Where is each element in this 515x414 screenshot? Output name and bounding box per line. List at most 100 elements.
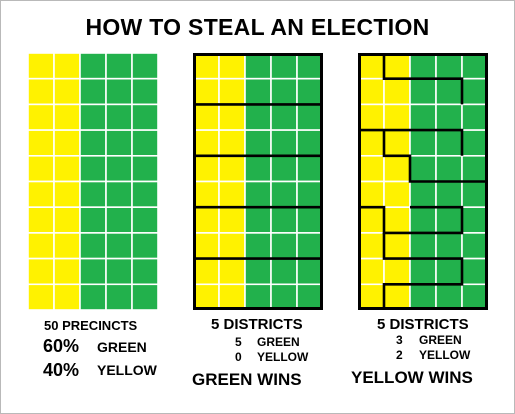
yellow-precinct: [383, 129, 411, 157]
yellow-precinct: [218, 206, 246, 234]
green-precinct: [131, 283, 158, 310]
compact-districts-map: [193, 53, 323, 310]
green-precinct: [244, 257, 272, 286]
green-precinct: [296, 129, 323, 157]
green-precinct: [270, 77, 298, 106]
green-percent-value: 60%: [43, 336, 80, 356]
yellow-precinct: [28, 283, 55, 310]
green-precinct: [461, 53, 488, 80]
yellow-precinct: [383, 103, 411, 131]
green-precinct: [461, 283, 488, 310]
yellow-precinct: [28, 129, 55, 157]
green-precinct: [244, 155, 272, 183]
green-precinct: [105, 283, 133, 310]
green-precinct: [131, 53, 158, 80]
green-precinct: [244, 129, 272, 157]
yellow-precinct: [218, 103, 246, 131]
yellow-precinct: [193, 232, 220, 260]
green-precinct: [409, 129, 437, 157]
yellow-precinct: [218, 129, 246, 157]
district-boundary: [382, 232, 464, 310]
green-precinct: [244, 283, 272, 310]
green-precinct: [244, 206, 272, 234]
yellow-precinct: [53, 206, 81, 234]
yellow-district-count: 2: [396, 348, 403, 362]
yellow-precinct: [358, 155, 385, 183]
yellow-precinct: [193, 155, 220, 183]
precincts-count-label: 50 PRECINCTS: [44, 318, 138, 333]
green-precinct: [435, 129, 463, 157]
district-boundary: [382, 130, 488, 183]
green-precinct: [461, 129, 488, 157]
green-precinct: [435, 283, 463, 310]
green-precinct: [105, 103, 133, 131]
green-precinct: [409, 103, 437, 131]
yellow-precinct: [358, 103, 385, 131]
yellow-precinct: [53, 257, 81, 286]
yellow-precinct: [358, 257, 385, 286]
yellow-precinct: [383, 155, 411, 183]
districts-count-label: 5 DISTRICTS: [211, 316, 303, 333]
green-precinct: [435, 77, 463, 106]
green-precinct: [409, 257, 437, 286]
green-precinct: [435, 155, 463, 183]
green-precinct: [296, 257, 323, 286]
green-precinct: [79, 103, 107, 131]
green-precinct: [131, 232, 158, 260]
green-precinct: [435, 257, 463, 286]
green-precinct: [270, 103, 298, 131]
gerrymandered-districts-map: [358, 53, 488, 310]
green-precinct: [79, 129, 107, 157]
yellow-precinct: [193, 53, 220, 80]
yellow-precinct: [193, 129, 220, 157]
green-precinct: [270, 283, 298, 310]
green-precinct: [435, 103, 463, 131]
green-precinct: [270, 232, 298, 260]
diagram-title: HOW TO STEAL AN ELECTION: [85, 14, 430, 40]
green-precinct: [296, 53, 323, 80]
yellow-precinct: [218, 232, 246, 260]
yellow-precinct: [383, 283, 411, 310]
yellow-precinct: [218, 283, 246, 310]
result-label: GREEN WINS: [192, 370, 302, 389]
result-label: YELLOW WINS: [351, 368, 473, 387]
green-precinct: [461, 103, 488, 131]
green-precinct: [435, 232, 463, 260]
green-precinct: [79, 232, 107, 260]
green-precinct: [244, 232, 272, 260]
green-precinct: [409, 232, 437, 260]
green-precinct: [105, 257, 133, 286]
yellow-precinct: [193, 257, 220, 286]
green-precinct: [270, 206, 298, 234]
green-precinct: [105, 206, 133, 234]
green-precinct: [296, 155, 323, 183]
green-precinct: [461, 257, 488, 286]
green-precinct: [270, 257, 298, 286]
districts-count-label: 5 DISTRICTS: [377, 316, 469, 333]
yellow-precinct: [28, 103, 55, 131]
yellow-district-label: YELLOW: [257, 350, 309, 364]
green-precinct: [79, 257, 107, 286]
yellow-precinct: [383, 53, 411, 80]
green-precinct: [409, 283, 437, 310]
green-precinct: [270, 155, 298, 183]
yellow-percent-label: YELLOW: [97, 362, 157, 378]
green-precinct: [296, 103, 323, 131]
yellow-precinct: [218, 257, 246, 286]
green-precinct: [270, 53, 298, 80]
green-precinct: [105, 232, 133, 260]
green-precinct: [79, 53, 107, 80]
yellow-precinct: [193, 283, 220, 310]
green-precinct: [244, 77, 272, 106]
yellow-precinct: [193, 103, 220, 131]
yellow-precinct: [358, 129, 385, 157]
green-precinct: [461, 206, 488, 234]
green-precinct: [409, 53, 437, 80]
green-precinct: [131, 180, 158, 209]
district-boundary: [382, 53, 464, 105]
yellow-precinct: [383, 206, 411, 234]
yellow-district-label: YELLOW: [419, 348, 471, 362]
green-precinct: [461, 232, 488, 260]
green-precinct: [244, 53, 272, 80]
green-precinct: [270, 129, 298, 157]
